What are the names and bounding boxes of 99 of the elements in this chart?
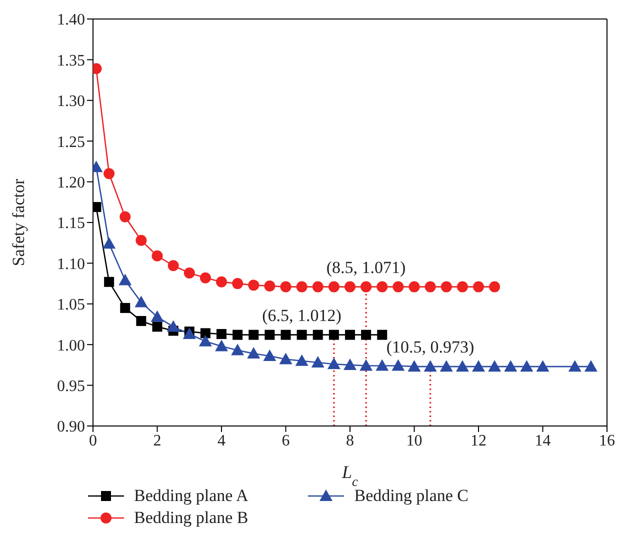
point [104, 168, 115, 180]
point [247, 347, 260, 359]
y-tick-label: 1.40 [57, 12, 85, 29]
point [248, 330, 259, 340]
x-tick-label: 10 [406, 432, 422, 450]
point [328, 281, 340, 292]
x-tick-label: 0 [89, 432, 97, 450]
point [264, 330, 275, 340]
point [473, 281, 484, 292]
point [134, 296, 148, 308]
y-tick-label: 0.90 [57, 418, 85, 436]
y-tick-label: 1.15 [57, 215, 85, 232]
point [360, 359, 373, 371]
point [280, 330, 291, 340]
point [489, 281, 500, 292]
point [136, 234, 147, 246]
x-tick-label: 6 [282, 432, 290, 450]
y-tick-label: 1.10 [57, 256, 85, 273]
point [248, 280, 260, 291]
point [440, 360, 453, 372]
point [198, 334, 212, 346]
point [520, 360, 534, 372]
point [216, 276, 227, 288]
point [344, 358, 356, 370]
point [456, 281, 468, 292]
point [264, 280, 276, 292]
y-axis-title: Safety factor [9, 178, 28, 266]
point [376, 359, 389, 371]
point [408, 360, 421, 372]
point [424, 360, 437, 372]
x-tick-label: 12 [470, 432, 486, 450]
point [584, 360, 598, 372]
point [504, 360, 518, 372]
point [152, 250, 163, 262]
point [376, 281, 388, 292]
point [488, 360, 502, 372]
y-tick-label: 1.35 [57, 52, 85, 70]
point [312, 281, 324, 292]
point [168, 260, 179, 272]
point [232, 330, 243, 340]
point [312, 330, 323, 340]
point [472, 360, 485, 372]
point [392, 281, 404, 292]
y-tick-label: 0.95 [57, 378, 85, 395]
point [200, 272, 211, 284]
point [408, 281, 420, 292]
x-tick-label: 16 [599, 432, 615, 450]
point [296, 281, 308, 292]
point [536, 360, 550, 372]
point [296, 330, 307, 340]
y-tick-label: 1.30 [57, 93, 85, 110]
x-tick-label: 2 [153, 432, 162, 450]
point [120, 302, 130, 313]
point [166, 320, 180, 332]
point [344, 281, 356, 292]
y-tick-label: 1.00 [57, 337, 85, 354]
legend-label: Bedding plane B [134, 508, 248, 528]
x-axis-title: L$_{c}$ [340, 462, 358, 488]
annotation: (10.5, 0.973) [386, 338, 474, 357]
legend-label: Bedding plane A [134, 486, 248, 506]
point [392, 359, 405, 371]
point [215, 340, 228, 352]
x-tick-label: 4 [218, 432, 226, 450]
point [345, 330, 355, 340]
point [182, 328, 196, 340]
x-tick-label: 14 [534, 432, 551, 450]
y-tick-label: 1.20 [57, 174, 85, 192]
point [280, 281, 292, 292]
point [184, 267, 195, 278]
point [311, 356, 324, 368]
point [150, 310, 164, 322]
point [102, 237, 116, 249]
point [328, 330, 339, 340]
point [120, 211, 131, 222]
point [232, 278, 244, 290]
annotation: (8.5, 1.071) [326, 258, 406, 277]
annotation: (6.5, 1.012) [262, 306, 342, 325]
point [136, 316, 146, 326]
point [104, 276, 114, 287]
y-tick-label: 1.05 [57, 296, 85, 314]
legend-label: Bedding plane C [354, 486, 469, 506]
point [361, 330, 372, 340]
point [377, 330, 388, 340]
x-tick-label: 8 [346, 432, 354, 450]
point [231, 344, 244, 356]
point [263, 349, 276, 361]
point [440, 281, 452, 292]
point [152, 322, 162, 332]
point [216, 329, 226, 340]
point [456, 360, 469, 372]
point [360, 281, 372, 292]
point [568, 360, 582, 372]
point [424, 281, 436, 292]
point [295, 354, 308, 366]
point [118, 274, 132, 286]
point [200, 328, 210, 338]
y-tick-label: 1.25 [57, 134, 85, 151]
point [279, 352, 292, 364]
point [327, 358, 340, 370]
